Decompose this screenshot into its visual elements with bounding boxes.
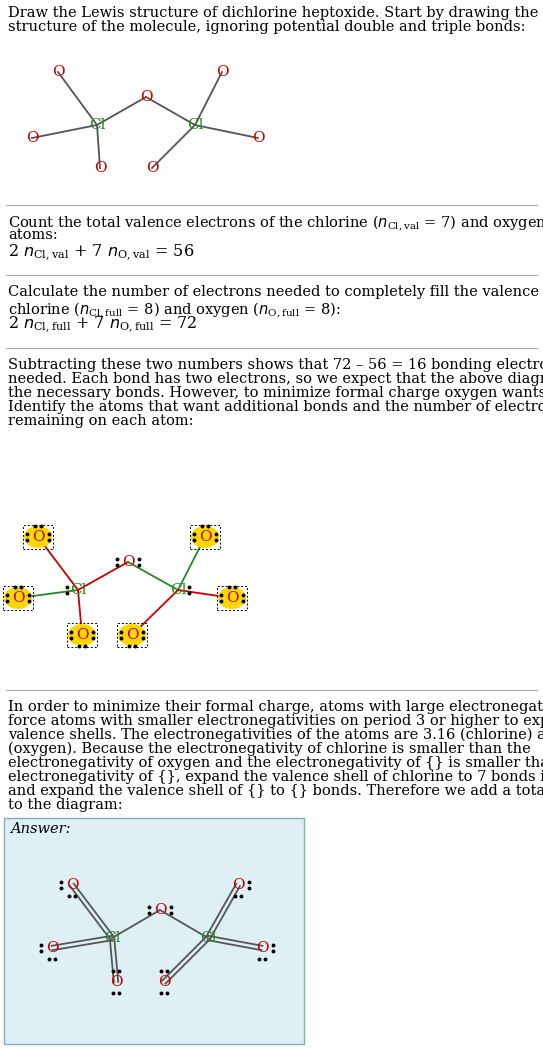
Ellipse shape [191, 526, 219, 548]
Text: force atoms with smaller electronegativities on period 3 or higher to expand the: force atoms with smaller electronegativi… [8, 714, 543, 728]
Text: 2 $n_{\mathregular{Cl,full}}$ + 7 $n_{\mathregular{O,full}}$ = 72: 2 $n_{\mathregular{Cl,full}}$ + 7 $n_{\m… [8, 315, 198, 336]
Text: the necessary bonds. However, to minimize formal charge oxygen wants 2 bonds.: the necessary bonds. However, to minimiz… [8, 386, 543, 400]
Text: O: O [140, 90, 153, 104]
Text: O: O [66, 878, 78, 892]
Text: Cl: Cl [170, 583, 186, 597]
Text: O: O [31, 530, 45, 544]
Text: Answer:: Answer: [10, 822, 71, 836]
Text: O: O [252, 131, 264, 145]
Text: In order to minimize their formal charge, atoms with large electronegativities c: In order to minimize their formal charge… [8, 700, 543, 714]
Text: O: O [157, 975, 171, 989]
Text: O: O [94, 160, 106, 175]
Text: 2 $n_{\mathregular{Cl,val}}$ + 7 $n_{\mathregular{O,val}}$ = 56: 2 $n_{\mathregular{Cl,val}}$ + 7 $n_{\ma… [8, 243, 194, 263]
Text: Draw the Lewis structure of dichlorine heptoxide. Start by drawing the overall: Draw the Lewis structure of dichlorine h… [8, 6, 543, 20]
Text: O: O [216, 65, 228, 79]
Text: to the diagram:: to the diagram: [8, 798, 123, 812]
Text: and expand the valence shell of {} to {} bonds. Therefore we add a total of 6 bo: and expand the valence shell of {} to {}… [8, 784, 543, 798]
Bar [3, 586, 33, 611]
Text: valence shells. The electronegativities of the atoms are 3.16 (chlorine) and 3.4: valence shells. The electronegativities … [8, 728, 543, 743]
Text: Cl: Cl [187, 117, 203, 132]
Text: O: O [125, 628, 138, 642]
Text: chlorine ($n_{\mathregular{Cl,full}}$ = 8) and oxygen ($n_{\mathregular{O,full}}: chlorine ($n_{\mathregular{Cl,full}}$ = … [8, 300, 341, 320]
Text: O: O [154, 903, 166, 917]
Ellipse shape [4, 587, 32, 609]
Bar [23, 524, 53, 549]
Text: O: O [75, 628, 89, 642]
Text: O: O [199, 530, 211, 544]
Ellipse shape [218, 587, 246, 609]
Bar [67, 623, 97, 647]
Text: Cl: Cl [70, 583, 86, 597]
Text: electronegativity of oxygen and the electronegativity of {} is smaller than the: electronegativity of oxygen and the elec… [8, 756, 543, 770]
Bar [190, 524, 220, 549]
Text: (oxygen). Because the electronegativity of chlorine is smaller than the: (oxygen). Because the electronegativity … [8, 742, 531, 756]
Text: O: O [26, 131, 39, 145]
Text: O: O [46, 941, 58, 955]
Text: Calculate the number of electrons needed to completely fill the valence shells f: Calculate the number of electrons needed… [8, 285, 543, 299]
Text: Identify the atoms that want additional bonds and the number of electrons: Identify the atoms that want additional … [8, 400, 543, 414]
Text: O: O [146, 160, 159, 175]
Text: O: O [122, 555, 134, 569]
Text: Count the total valence electrons of the chlorine ($n_{\mathregular{Cl,val}}$ = : Count the total valence electrons of the… [8, 213, 543, 233]
Bar [217, 586, 247, 611]
Text: remaining on each atom:: remaining on each atom: [8, 414, 193, 428]
Text: structure of the molecule, ignoring potential double and triple bonds:: structure of the molecule, ignoring pote… [8, 20, 526, 34]
Text: O: O [110, 975, 122, 989]
Text: Subtracting these two numbers shows that 72 – 56 = 16 bonding electrons are: Subtracting these two numbers shows that… [8, 358, 543, 372]
Text: Cl: Cl [104, 932, 120, 945]
Text: Cl: Cl [89, 117, 105, 132]
Text: needed. Each bond has two electrons, so we expect that the above diagram has all: needed. Each bond has two electrons, so … [8, 372, 543, 386]
Text: O: O [232, 878, 244, 892]
Text: O: O [256, 941, 268, 955]
Text: O: O [12, 591, 24, 605]
Ellipse shape [118, 624, 146, 646]
Text: atoms:: atoms: [8, 228, 58, 242]
Bar [117, 623, 147, 647]
Text: O: O [226, 591, 238, 605]
Ellipse shape [68, 624, 96, 646]
Text: O: O [52, 65, 64, 79]
Ellipse shape [24, 526, 52, 548]
FancyBboxPatch shape [4, 818, 304, 1044]
Text: electronegativity of {}, expand the valence shell of chlorine to 7 bonds in 2 pl: electronegativity of {}, expand the vale… [8, 770, 543, 784]
Text: Cl: Cl [200, 932, 216, 945]
